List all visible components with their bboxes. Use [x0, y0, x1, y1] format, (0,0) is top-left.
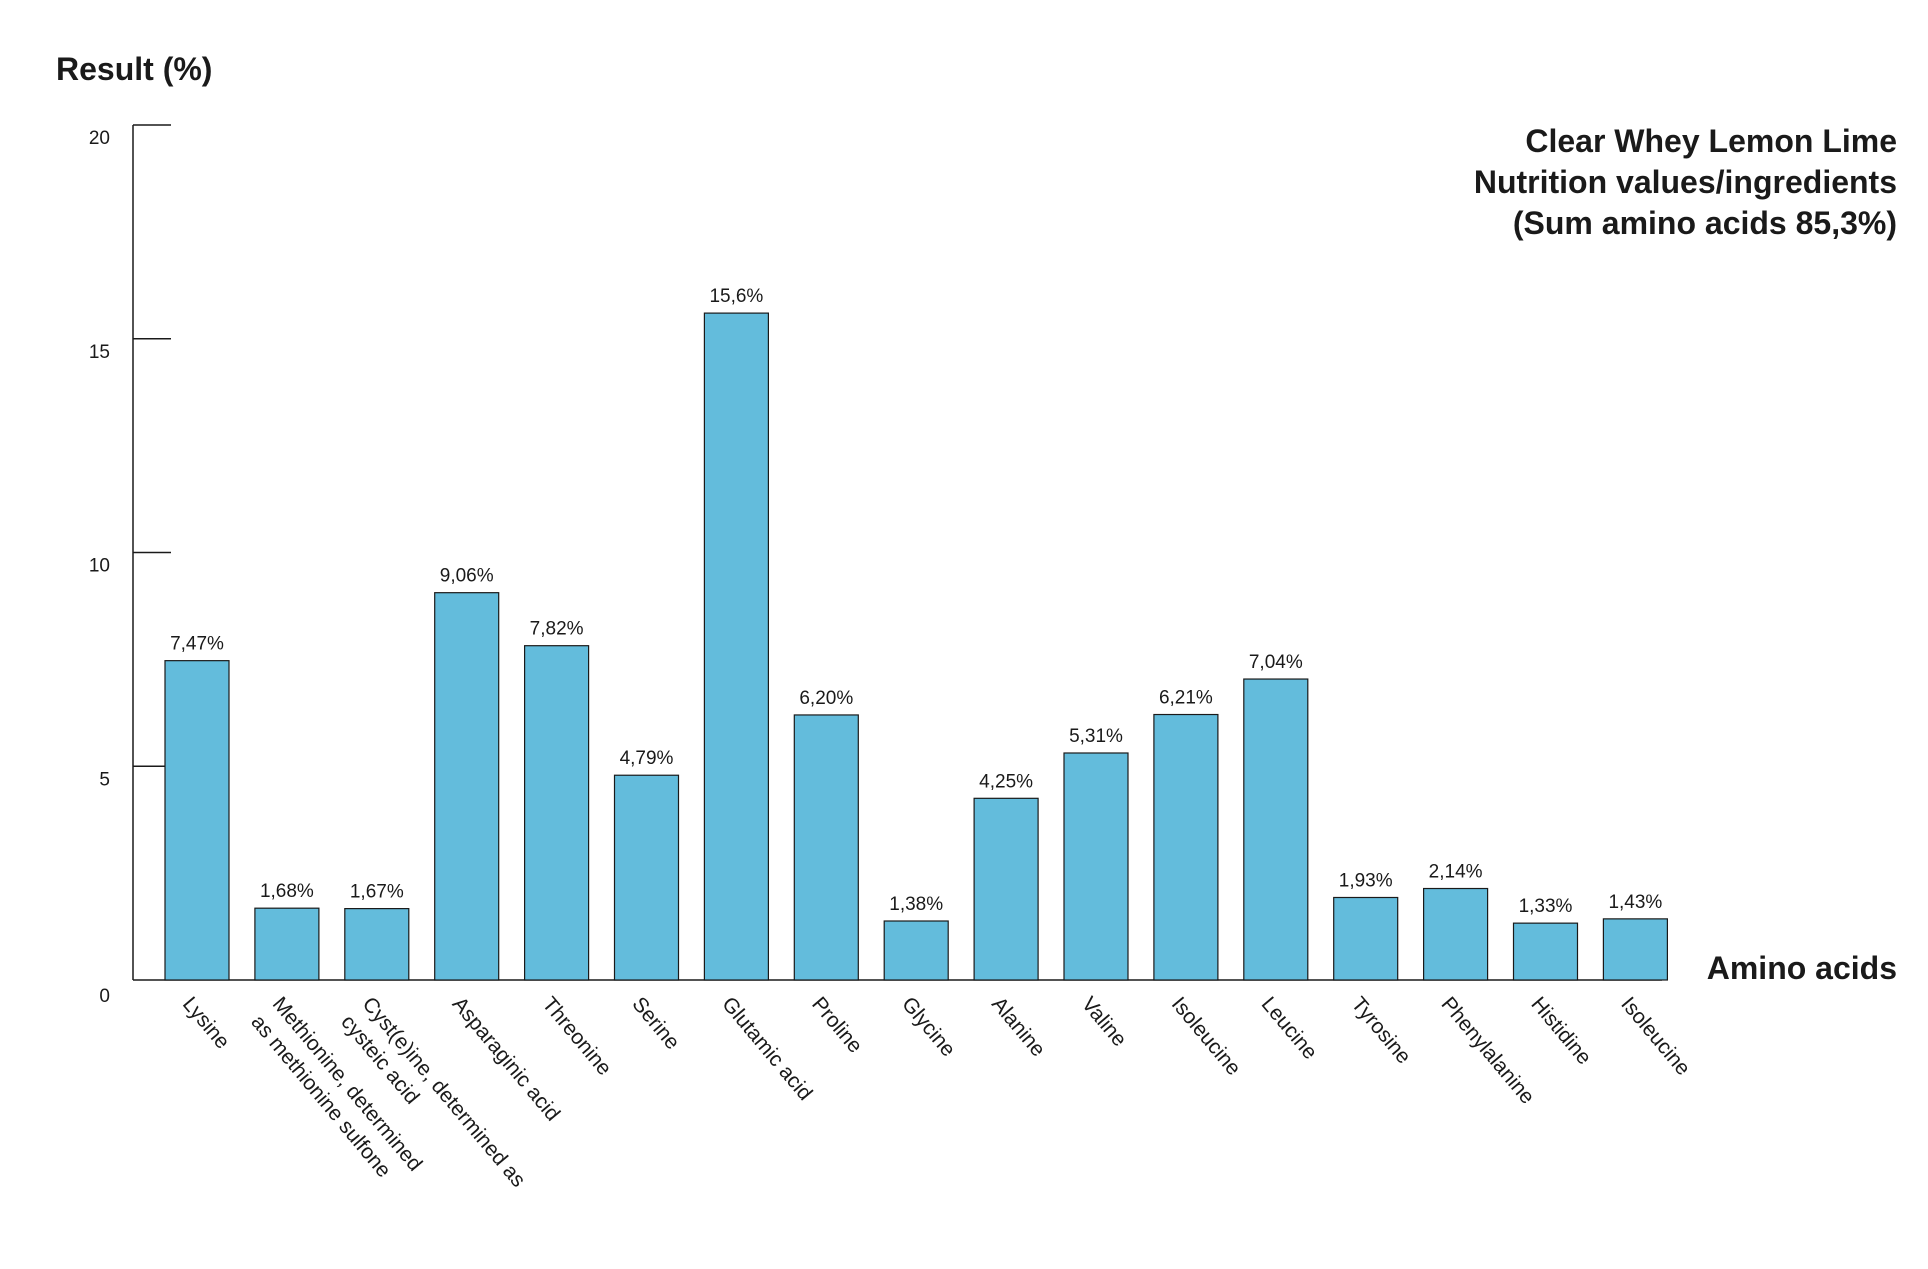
bars: [164, 312, 1669, 981]
x-tick-label: Threonine: [538, 993, 616, 1080]
x-tick-label: Lysine: [178, 993, 234, 1054]
data-label: 1,33%: [1519, 896, 1573, 917]
y-tick-label: 10: [89, 556, 110, 577]
y-tick-label: 15: [89, 342, 110, 363]
x-tick-label-line: Leucine: [1257, 993, 1322, 1064]
bar: [434, 592, 500, 981]
axes: 0 5 10 15 20: [89, 124, 1662, 1007]
y-tick-label: 0: [99, 986, 110, 1007]
bar: [883, 920, 949, 981]
x-tick-label: Glycine: [897, 993, 960, 1061]
y-axis-label: Result (%): [56, 51, 212, 87]
x-tick-label-line: Isoleucine: [1616, 993, 1694, 1080]
data-label: 2,14%: [1429, 862, 1483, 883]
bar: [164, 660, 230, 981]
bar: [1243, 678, 1309, 981]
x-tick-label-line: Valine: [1077, 993, 1131, 1051]
x-tick-label-line: Proline: [807, 993, 867, 1058]
x-tick-label-line: Alanine: [987, 993, 1050, 1061]
bar: [1422, 887, 1489, 981]
data-label: 15,6%: [709, 286, 763, 307]
bar: [973, 797, 1039, 981]
bar: [1512, 922, 1579, 981]
data-label: 1,68%: [260, 881, 314, 902]
data-label: 4,79%: [620, 748, 674, 769]
x-tick-label: Alanine: [987, 993, 1050, 1061]
data-label: 4,25%: [979, 771, 1033, 792]
bar: [523, 645, 590, 981]
bar: [1153, 713, 1219, 981]
x-tick-label: Isoleucine: [1616, 993, 1694, 1080]
x-tick-label: Valine: [1077, 993, 1131, 1051]
x-tick-label-line: Glutamic acid: [717, 993, 816, 1105]
y-tick-label: 5: [99, 769, 110, 790]
data-label: 1,38%: [889, 894, 943, 915]
x-tick-label-line: Phenylalanine: [1437, 993, 1539, 1109]
bar: [613, 774, 680, 981]
x-tick-label: Serine: [627, 993, 684, 1054]
bar: [1063, 752, 1129, 981]
data-label: 9,06%: [440, 566, 494, 587]
data-label: 7,82%: [530, 619, 584, 640]
x-tick-label: Tyrosine: [1347, 993, 1416, 1069]
x-tick-label: Phenylalanine: [1437, 993, 1539, 1109]
x-tick-label-line: Glycine: [897, 993, 960, 1061]
x-tick-label: Histidine: [1526, 993, 1595, 1069]
x-tick-label-line: Histidine: [1526, 993, 1595, 1069]
x-tick-label: Leucine: [1257, 993, 1322, 1064]
x-axis-label: Amino acids: [1707, 950, 1897, 986]
chart-title-line-2: Nutrition values/ingredients: [1474, 164, 1897, 200]
bar: [703, 312, 770, 981]
chart-title-line-3: (Sum amino acids 85,3%): [1513, 205, 1897, 241]
bar: [793, 714, 859, 981]
x-tick-label: Proline: [807, 993, 867, 1058]
bar: [1333, 896, 1399, 981]
data-label: 6,20%: [799, 688, 853, 709]
x-tick-label: Isoleucine: [1167, 993, 1245, 1080]
data-label: 1,43%: [1608, 892, 1662, 913]
x-tick-label-line: Isoleucine: [1167, 993, 1245, 1080]
y-tick-label: 20: [89, 128, 110, 149]
data-label: 6,21%: [1159, 688, 1213, 709]
x-tick-label-line: Serine: [627, 993, 684, 1054]
data-label: 1,93%: [1339, 870, 1393, 891]
x-tick-label: Glutamic acid: [717, 993, 816, 1105]
chart-title-line-1: Clear Whey Lemon Lime: [1525, 123, 1897, 159]
x-tick-label-line: Tyrosine: [1347, 993, 1416, 1069]
bar: [1602, 918, 1669, 981]
data-labels: 7,47% 1,68% 1,67% 9,06% 7,82% 4,79% 15,6% 6,20%…: [170, 286, 1662, 917]
bar: [344, 908, 410, 981]
x-tick-label-line: Threonine: [538, 993, 616, 1080]
data-label: 1,67%: [350, 882, 404, 903]
data-label: 5,31%: [1069, 726, 1123, 747]
x-tick-label-line: Lysine: [178, 993, 234, 1054]
data-label: 7,47%: [170, 634, 224, 655]
data-label: 7,04%: [1249, 652, 1303, 673]
bar: [254, 907, 320, 981]
